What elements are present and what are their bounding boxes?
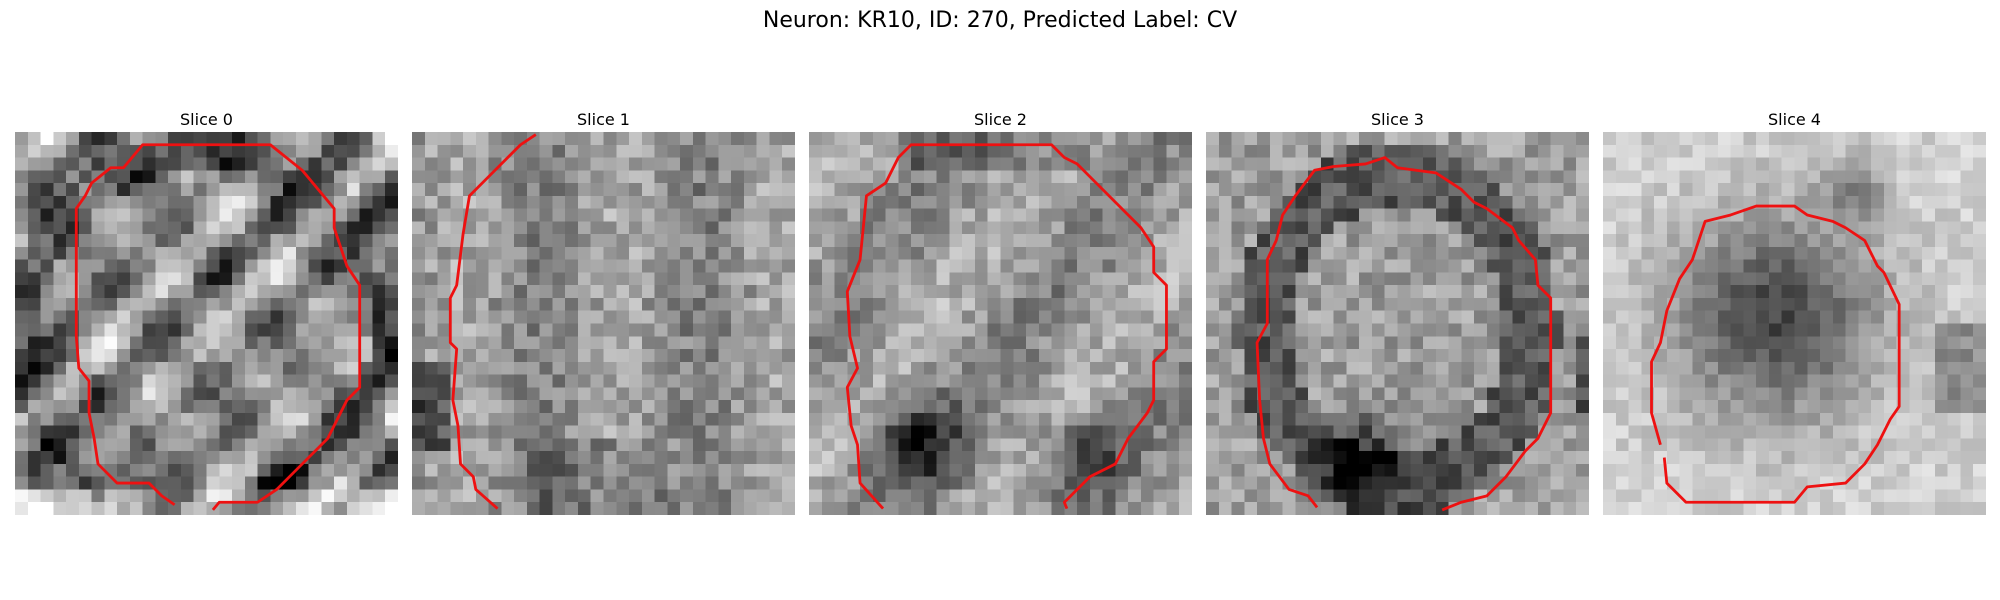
slice-image <box>1206 132 1589 515</box>
neuron-outline <box>1650 204 1901 504</box>
slice-panel-4: Slice 4 <box>1603 108 1986 515</box>
slice-panel-3: Slice 3 <box>1206 108 1589 515</box>
slice-pixel-grid <box>1603 132 1986 515</box>
slice-title: Slice 3 <box>1371 110 1424 129</box>
slice-pixel-grid <box>809 132 1192 515</box>
slice-panel-0: Slice 0 <box>15 108 398 515</box>
slice-image <box>1603 132 1986 515</box>
neuron-outline <box>448 133 537 510</box>
slice-title: Slice 1 <box>577 110 630 129</box>
slice-pixel-grid <box>412 132 795 515</box>
slice-pixel-grid <box>1206 132 1589 515</box>
slice-title: Slice 0 <box>180 110 233 129</box>
slice-title: Slice 2 <box>974 110 1027 129</box>
slice-image <box>809 132 1192 515</box>
slice-pixel-grid <box>15 132 398 515</box>
slice-image <box>412 132 795 515</box>
slice-panel-1: Slice 1 <box>412 108 795 515</box>
slice-image <box>15 132 398 515</box>
figure-title: Neuron: KR10, ID: 270, Predicted Label: … <box>762 8 1238 33</box>
neuron-outline <box>845 143 1168 510</box>
neuron-outline <box>74 143 362 511</box>
slice-panel-2: Slice 2 <box>809 108 1192 515</box>
neuron-outline <box>1255 156 1553 512</box>
slice-title: Slice 4 <box>1768 110 1821 129</box>
